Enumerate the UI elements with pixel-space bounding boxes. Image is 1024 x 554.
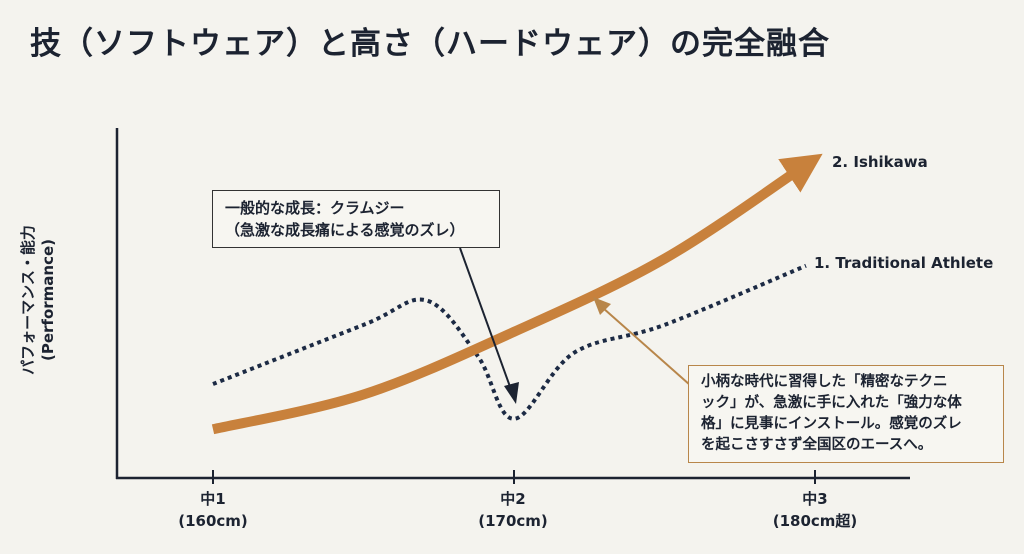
series-label-traditional: 1. Traditional Athlete [814,254,994,272]
x-tick-label: 中3 (180cm超) [772,490,858,530]
y-axis-label-en: (Performance) [39,239,57,362]
annotation-ishikawa: 小柄な時代に習得した「精密なテクニ ック」が、急激に手に入れた「強力な体 格」に… [688,365,1004,463]
series-line-traditional [212,263,807,421]
series-label-ishikawa: 2. Ishikawa [832,153,928,171]
annotation-arrow-clumsy [459,247,514,396]
y-axis-label-jp: パフォーマンス・能力 [19,225,37,375]
page-title: 技（ソフトウェア）と高さ（ハードウェア）の完全融合 [30,26,830,62]
x-tick-label: 中1 (160cm) [178,490,248,530]
annotation-arrow-ishikawa [602,307,691,386]
series-line-ishikawa [211,153,823,435]
annotation-arrowhead-clumsy [504,382,519,404]
annotation-arrowhead-ishikawa [593,297,611,315]
y-axis-label: パフォーマンス・能力 (Performance) [18,225,58,375]
x-tick-label: 中2 (170cm) [478,490,548,530]
annotation-clumsy: 一般的な成長：クラムジー （急激な成長痛による感覚のズレ） [212,190,500,248]
